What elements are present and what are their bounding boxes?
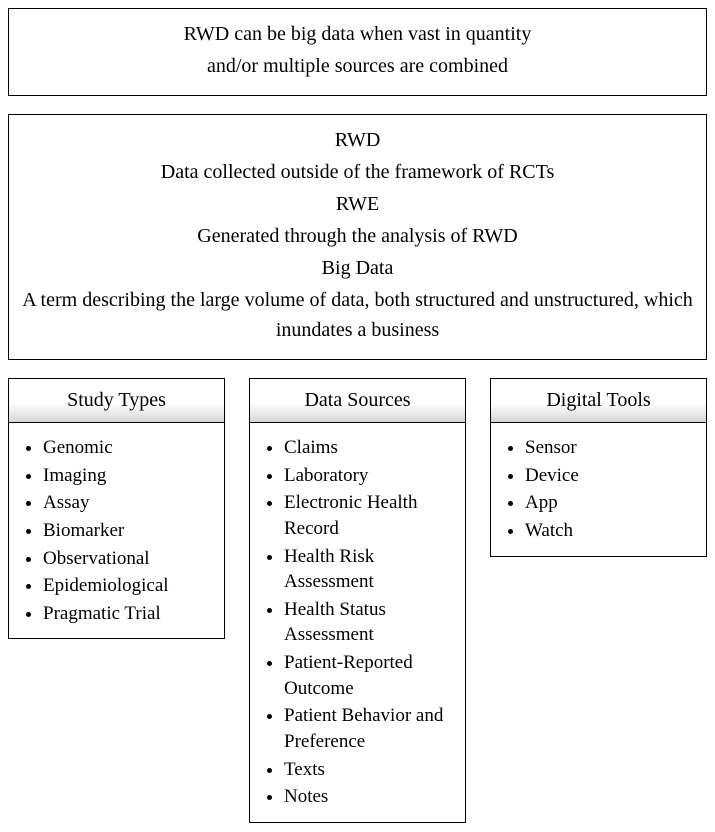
definitions-box: RWD Data collected outside of the framew…: [8, 114, 707, 360]
column-body-data-sources: Claims Laboratory Electronic Health Reco…: [250, 423, 465, 822]
list-item: Observational: [43, 546, 214, 572]
list-item: Patient Behavior and Preference: [284, 703, 455, 754]
list-item: Laboratory: [284, 463, 455, 489]
list-item: Watch: [525, 518, 696, 544]
list-item: Claims: [284, 435, 455, 461]
column-title-data-sources: Data Sources: [250, 379, 465, 423]
top-line-1: RWD can be big data when vast in quantit…: [21, 19, 694, 49]
list-item: Health Risk Assessment: [284, 544, 455, 595]
list-item: App: [525, 490, 696, 516]
column-title-digital-tools: Digital Tools: [491, 379, 706, 423]
top-line-2: and/or multiple sources are combined: [21, 51, 694, 81]
column-digital-tools: Digital Tools Sensor Device App Watch: [490, 378, 707, 557]
column-data-sources: Data Sources Claims Laboratory Electroni…: [249, 378, 466, 823]
column-study-types: Study Types Genomic Imaging Assay Biomar…: [8, 378, 225, 639]
def-rwe-term: RWE: [21, 189, 694, 219]
list-item: Health Status Assessment: [284, 597, 455, 648]
list-item: Patient-Reported Outcome: [284, 650, 455, 701]
diagram-root: RWD can be big data when vast in quantit…: [8, 8, 707, 823]
list-item: Sensor: [525, 435, 696, 461]
column-body-digital-tools: Sensor Device App Watch: [491, 423, 706, 556]
columns-row: Study Types Genomic Imaging Assay Biomar…: [8, 378, 707, 823]
list-item: Electronic Health Record: [284, 490, 455, 541]
list-item: Assay: [43, 490, 214, 516]
column-title-study-types: Study Types: [9, 379, 224, 423]
list-item: Notes: [284, 784, 455, 810]
def-bigdata-desc: A term describing the large volume of da…: [21, 285, 694, 345]
column-body-study-types: Genomic Imaging Assay Biomarker Observat…: [9, 423, 224, 638]
def-rwe-desc: Generated through the analysis of RWD: [21, 221, 694, 251]
list-item: Genomic: [43, 435, 214, 461]
top-summary-box: RWD can be big data when vast in quantit…: [8, 8, 707, 96]
def-rwd-desc: Data collected outside of the framework …: [21, 157, 694, 187]
list-item: Pragmatic Trial: [43, 601, 214, 627]
list-item: Biomarker: [43, 518, 214, 544]
list-item: Epidemiological: [43, 573, 214, 599]
def-bigdata-term: Big Data: [21, 253, 694, 283]
def-rwd-term: RWD: [21, 125, 694, 155]
list-item: Device: [525, 463, 696, 489]
list-item: Imaging: [43, 463, 214, 489]
list-item: Texts: [284, 757, 455, 783]
